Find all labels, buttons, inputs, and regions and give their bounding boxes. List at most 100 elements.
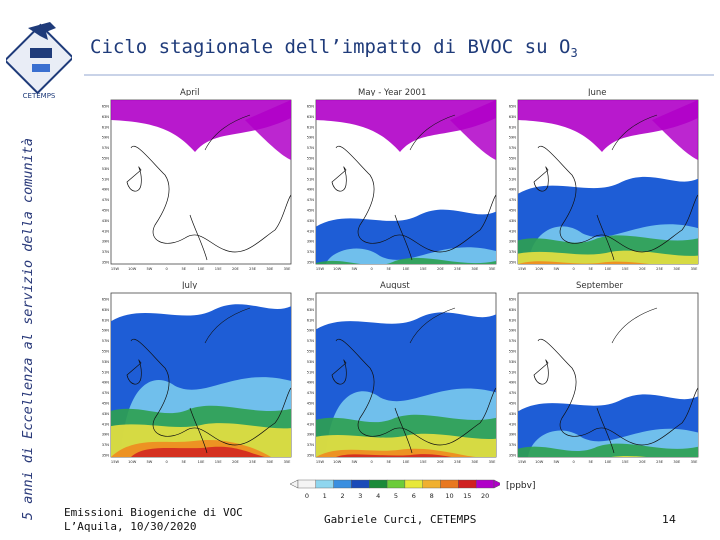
lat-tick-label: 35N xyxy=(509,454,517,458)
lat-tick-label: 59N xyxy=(102,329,110,333)
orange-area xyxy=(518,261,678,264)
coastline-island xyxy=(331,166,347,192)
lon-tick-label: 20E xyxy=(639,267,647,271)
lat-tick-label: 49N xyxy=(307,188,315,192)
magenta-area xyxy=(518,100,698,152)
lon-tick-label: 10W xyxy=(333,460,342,464)
lat-tick-label: 41N xyxy=(102,229,110,233)
lon-tick-label: 10W xyxy=(128,267,137,271)
lon-tick-label: 35E xyxy=(284,460,292,464)
lon-tick-label: 5W xyxy=(553,267,559,271)
coastline-italy xyxy=(596,214,615,261)
lat-tick-label: 49N xyxy=(102,188,110,192)
panel-label-august: August xyxy=(380,281,410,291)
lat-tick-label: 37N xyxy=(307,250,315,254)
lat-tick-label: 45N xyxy=(509,209,517,213)
green-area xyxy=(518,443,698,457)
lon-tick-label: 10E xyxy=(403,460,411,464)
coastline xyxy=(130,145,291,253)
lat-tick-label: 37N xyxy=(509,443,517,447)
lat-tick-label: 47N xyxy=(307,391,315,395)
lat-tick-label: 35N xyxy=(102,261,110,265)
red-area xyxy=(336,454,470,457)
footer-line2: L’Aquila, 10/30/2020 xyxy=(64,520,197,533)
lat-tick-label: 37N xyxy=(509,250,517,254)
lat-tick-label: 35N xyxy=(509,261,517,265)
map-september: 65N 63N 61N 59N 57N 55N 53N 51N 49N 47N 45N 43N 41N 3… xyxy=(502,289,702,467)
title-divider xyxy=(84,74,714,76)
lat-tick-label: 63N xyxy=(307,115,315,119)
lon-tick-label: 35E xyxy=(284,267,292,271)
map-may: 65N 63N 61N 59N 57N 55N 53N 51N 49N 47N 45N 43N 41N 3… xyxy=(300,96,500,274)
lat-tick-label: 65N xyxy=(102,105,110,109)
lon-tick-label: 0 xyxy=(572,267,575,271)
colorbar-unit: [ppbv] xyxy=(506,481,536,491)
lon-tick-label: 15E xyxy=(215,267,223,271)
figure-header: May - Year 2001 xyxy=(358,88,427,98)
lat-tick-label: 59N xyxy=(307,329,315,333)
coastline-island xyxy=(126,166,142,192)
lat-tick-label: 41N xyxy=(307,229,315,233)
colorbar-swatch xyxy=(475,479,495,489)
lat-tick-label: 53N xyxy=(102,167,110,171)
coastline-scandinavia xyxy=(204,307,251,344)
lat-tick-label: 61N xyxy=(102,125,110,129)
lon-tick-label: 10E xyxy=(198,267,206,271)
lat-tick-label: 51N xyxy=(509,370,517,374)
lon-tick-label: 30E xyxy=(266,460,274,464)
page-number: 14 xyxy=(662,513,676,526)
lat-tick-label: 47N xyxy=(509,198,517,202)
lat-tick-label: 63N xyxy=(509,308,517,312)
lon-tick-label: 15W xyxy=(111,267,120,271)
magenta-area xyxy=(652,100,698,160)
lon-tick-label: 5E xyxy=(387,267,392,271)
lat-tick-label: 55N xyxy=(509,157,517,161)
lat-tick-label: 63N xyxy=(102,308,110,312)
panel-label-april: April xyxy=(180,88,200,98)
side-caption: 5 anni di Eccellenza al servizio della c… xyxy=(20,137,36,520)
coastline-island xyxy=(126,359,142,385)
lat-tick-label: 49N xyxy=(102,381,110,385)
lon-tick-label: 20E xyxy=(437,267,445,271)
lat-tick-label: 45N xyxy=(307,209,315,213)
coastline-scandinavia xyxy=(409,114,456,151)
lon-tick-label: 10E xyxy=(403,267,411,271)
lat-tick-label: 53N xyxy=(509,360,517,364)
coastline xyxy=(130,338,291,446)
lon-tick-label: 15E xyxy=(215,460,223,464)
red-area xyxy=(131,446,265,457)
lat-tick-label: 59N xyxy=(509,136,517,140)
lon-tick-label: 30E xyxy=(471,460,479,464)
lat-tick-label: 61N xyxy=(509,318,517,322)
lat-tick-label: 47N xyxy=(307,198,315,202)
footer-author: Gabriele Curci, CETEMPS xyxy=(324,513,477,526)
lat-tick-label: 55N xyxy=(102,157,110,161)
lat-tick-label: 53N xyxy=(102,360,110,364)
logo-text: CETEMPS xyxy=(23,92,56,100)
coastline-scandinavia xyxy=(409,307,456,344)
coastline xyxy=(335,338,496,446)
lat-tick-label: 65N xyxy=(102,298,110,302)
lat-tick-label: 51N xyxy=(307,370,315,374)
lon-tick-label: 10W xyxy=(535,267,544,271)
lon-tick-label: 15E xyxy=(420,267,428,271)
colorbar-swatch xyxy=(351,479,370,489)
lat-tick-label: 47N xyxy=(102,198,110,202)
coastline xyxy=(537,145,698,253)
colorbar-tick-label: 0 xyxy=(305,492,309,500)
magenta-area xyxy=(111,100,291,152)
lon-tick-label: 10E xyxy=(198,460,206,464)
lat-tick-label: 61N xyxy=(307,125,315,129)
green-area xyxy=(316,257,496,264)
lon-tick-label: 15W xyxy=(111,460,120,464)
lon-tick-label: 0 xyxy=(165,460,168,464)
lat-tick-label: 57N xyxy=(307,339,315,343)
lat-tick-label: 45N xyxy=(102,402,110,406)
slide-title: Ciclo stagionale dell’impatto di BVOC su… xyxy=(90,36,578,60)
lon-tick-label: 25E xyxy=(454,267,462,271)
colorbar-tick-label: 2 xyxy=(340,492,344,500)
lat-tick-label: 41N xyxy=(509,422,517,426)
lon-tick-label: 10E xyxy=(605,267,613,271)
colorbar-tick-label: 6 xyxy=(412,492,416,500)
lat-tick-label: 53N xyxy=(307,360,315,364)
